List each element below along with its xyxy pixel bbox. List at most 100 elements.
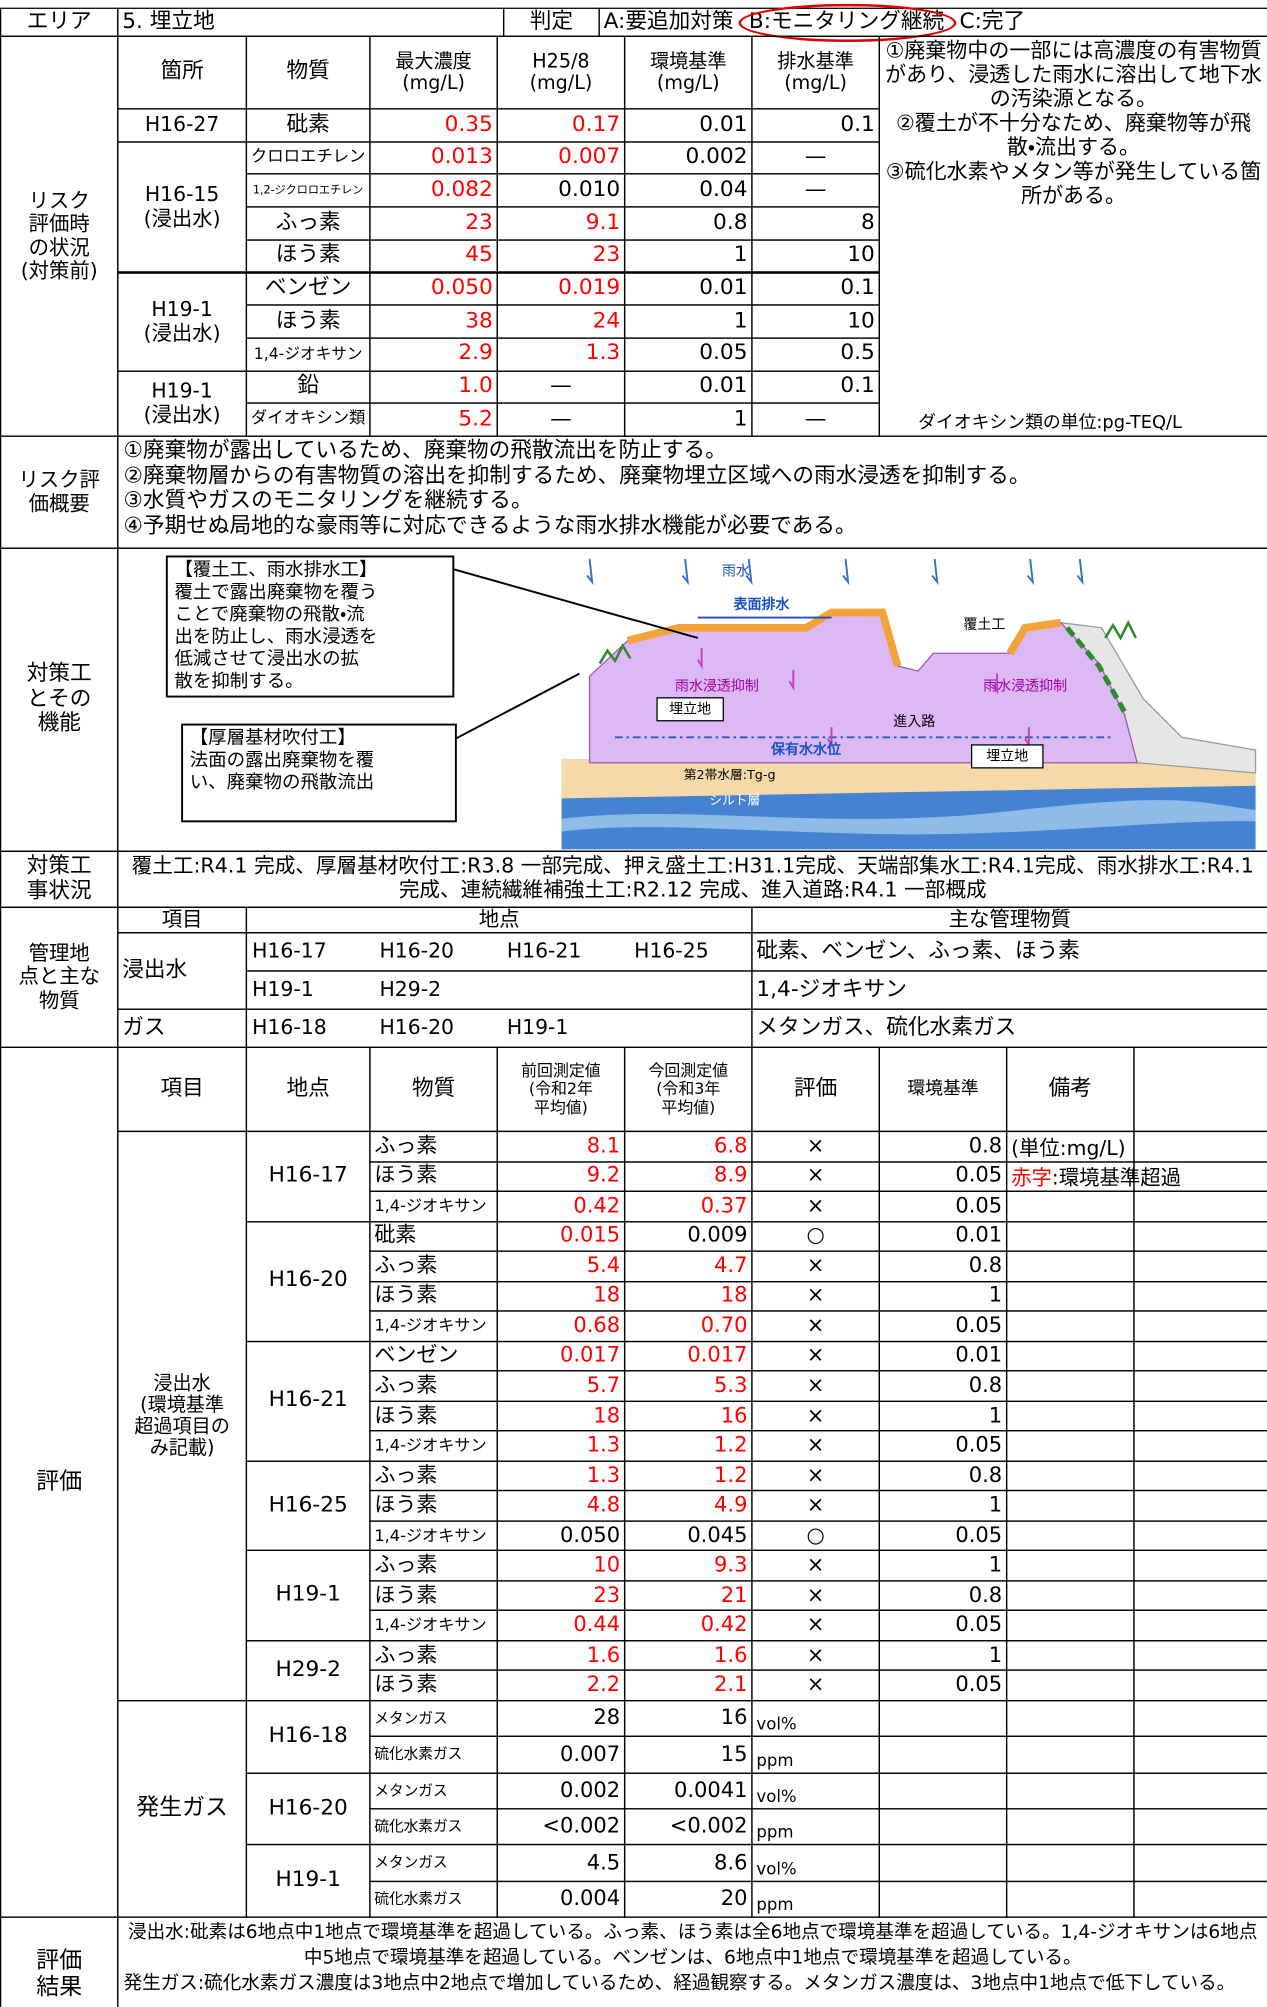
judgement: × xyxy=(751,1490,880,1522)
value-cell: 28 xyxy=(496,1699,626,1738)
points: H16-18 H16-20 H19-1 xyxy=(245,1008,753,1049)
substance: ほう素 xyxy=(369,1400,498,1432)
value-cell: 0.013 xyxy=(369,140,498,175)
callout-text: 出を防止し、雨水浸透を xyxy=(174,626,377,647)
unit: vol% xyxy=(751,1699,880,1738)
options: A:要追加対策 B:モニタリング継続 C:完了 xyxy=(598,3,1267,43)
vegetation xyxy=(598,642,632,665)
location: H16-15 (浸出水) xyxy=(117,140,248,274)
remarks-cell xyxy=(1005,1430,1135,1462)
value-cell: 0.002 xyxy=(623,140,753,175)
value-cell: 0.015 xyxy=(496,1220,626,1252)
callout-line xyxy=(453,568,699,639)
blank-cell xyxy=(1133,1490,1267,1522)
substance: ほう素 xyxy=(369,1160,498,1192)
summary-line: ①廃棄物が露出しているため、廃棄物の飛散流出を防止する。 xyxy=(123,438,727,464)
blank-cell xyxy=(1133,1250,1267,1282)
value-cell: 0.1 xyxy=(751,370,880,405)
drain-label: 表面排水 xyxy=(732,596,790,613)
value-cell: 1 xyxy=(878,1490,1008,1522)
blank-cell xyxy=(1133,1340,1267,1372)
value-cell: 38 xyxy=(369,304,498,339)
value-cell: — xyxy=(496,370,626,405)
value-cell: 10 xyxy=(751,239,880,274)
substance: 1,4-ジオキサン xyxy=(369,1520,498,1552)
value-cell: 0.70 xyxy=(623,1310,753,1342)
value-cell: 0.8 xyxy=(878,1250,1008,1282)
blank-cell xyxy=(1133,1736,1267,1774)
value-cell: 0.050 xyxy=(496,1520,626,1552)
judgement: × xyxy=(751,1310,880,1342)
substance: ほう素 xyxy=(245,304,371,339)
summary-line: ②廃棄物層からの有害物質の溶出を抑制するため、廃棄物埋立区域への雨水浸透を抑制す… xyxy=(123,462,1031,489)
rain-arrow xyxy=(745,558,753,586)
value-cell: 8 xyxy=(751,206,880,241)
column-header: 環境基準 (mg/L) xyxy=(623,35,753,110)
value-cell: 15 xyxy=(623,1736,753,1774)
substance: 1,4-ジオキサン xyxy=(369,1190,498,1222)
location: H19-1 (浸出水) xyxy=(117,370,248,437)
judgement: × xyxy=(751,1370,880,1402)
note: ③硫化水素やメタン等が発生している箇所がある。 xyxy=(885,158,1262,208)
blank-cell xyxy=(1133,1190,1267,1222)
value-cell: 1.3 xyxy=(496,1430,626,1462)
substance: メタンガス xyxy=(369,1772,498,1810)
value-cell: 1 xyxy=(878,1280,1008,1312)
blank-cell xyxy=(1133,1640,1267,1672)
selection-ellipse xyxy=(738,3,957,43)
value-cell: 1.2 xyxy=(623,1460,753,1492)
point: H16-20 xyxy=(245,1220,371,1342)
points: H16-17 H16-20 H16-21 H16-25 xyxy=(245,932,753,972)
substance: ほう素 xyxy=(369,1670,498,1702)
point: H16-20 xyxy=(379,1015,455,1040)
point: H29-2 xyxy=(379,977,442,1002)
value-cell: — xyxy=(751,140,880,175)
value-cell: 9.2 xyxy=(496,1160,626,1192)
value-cell: 0.009 xyxy=(623,1220,753,1252)
remarks-cell xyxy=(1005,1250,1135,1282)
landfill-label: 埋立地 xyxy=(986,748,1028,764)
note: ②覆土が不十分なため、廃棄物等が飛散・流出する。 xyxy=(895,110,1251,160)
value-cell: 21 xyxy=(623,1580,753,1612)
judgement: × xyxy=(751,1190,880,1222)
blank-cell xyxy=(1133,1520,1267,1552)
item: 浸出水 xyxy=(117,932,248,1010)
value-cell: 0.007 xyxy=(496,1736,626,1774)
remark-text: 赤字 xyxy=(1011,1165,1052,1190)
rain-arrow xyxy=(1076,558,1084,586)
result-line: 発生ガス:硫化水素ガス濃度は3地点中2地点で増加しているため、経過観察する。メタ… xyxy=(123,1972,1236,1995)
vegetation xyxy=(1104,619,1138,641)
judgement: × xyxy=(751,1130,880,1162)
value-cell: 23 xyxy=(496,239,626,274)
value-cell: 1 xyxy=(878,1400,1008,1432)
column-header: 評価 xyxy=(751,1046,880,1133)
value-cell: 0.68 xyxy=(496,1310,626,1342)
point: H19-1 xyxy=(245,1844,371,1918)
callout-text: 【厚層基材吹付工】 xyxy=(190,728,356,749)
blank-cell xyxy=(1005,1808,1135,1846)
notes: ①廃棄物中の一部には高濃度の有害物質があり、浸透した雨水に溶出して地下水の汚染源… xyxy=(878,35,1267,437)
measures-box: 【覆土工、雨水排水工】 覆土で露出廃棄物を覆う ことで廃棄物の飛散・流 出を防止し、雨… xyxy=(117,547,1267,852)
judgement: × xyxy=(751,1640,880,1672)
status-text: 覆土工:R4.1 完成、厚層基材吹付工:R3.8 一部完成、押え盛土工:H31.… xyxy=(117,850,1267,908)
landfill-label: 埋立地 xyxy=(669,701,711,717)
value-cell: 0.1 xyxy=(751,108,880,143)
cover-label: 覆土工 xyxy=(963,617,1005,633)
column-header: 備考 xyxy=(1005,1046,1135,1133)
value-cell: 1.3 xyxy=(496,1460,626,1492)
remarks-cell xyxy=(1005,1280,1135,1312)
value-cell: 0.050 xyxy=(369,271,498,306)
value-cell: 1 xyxy=(623,402,753,437)
infiltration-arrow xyxy=(788,669,795,692)
judge-option: C:完了 xyxy=(959,8,1026,35)
substance: 1,4-ジオキサン xyxy=(369,1610,498,1642)
value-cell: 0.05 xyxy=(878,1520,1008,1552)
blank-cell xyxy=(1133,1430,1267,1462)
area: 5. 埋立地 xyxy=(117,7,505,37)
aquifer-label: 第2帯水層:Tg-g xyxy=(684,767,776,783)
point: H16-20 xyxy=(379,938,455,964)
value-cell: 0.05 xyxy=(878,1310,1008,1342)
remark-text: (単位:mg/L) xyxy=(1011,1135,1126,1160)
blank-cell xyxy=(1133,1772,1267,1810)
